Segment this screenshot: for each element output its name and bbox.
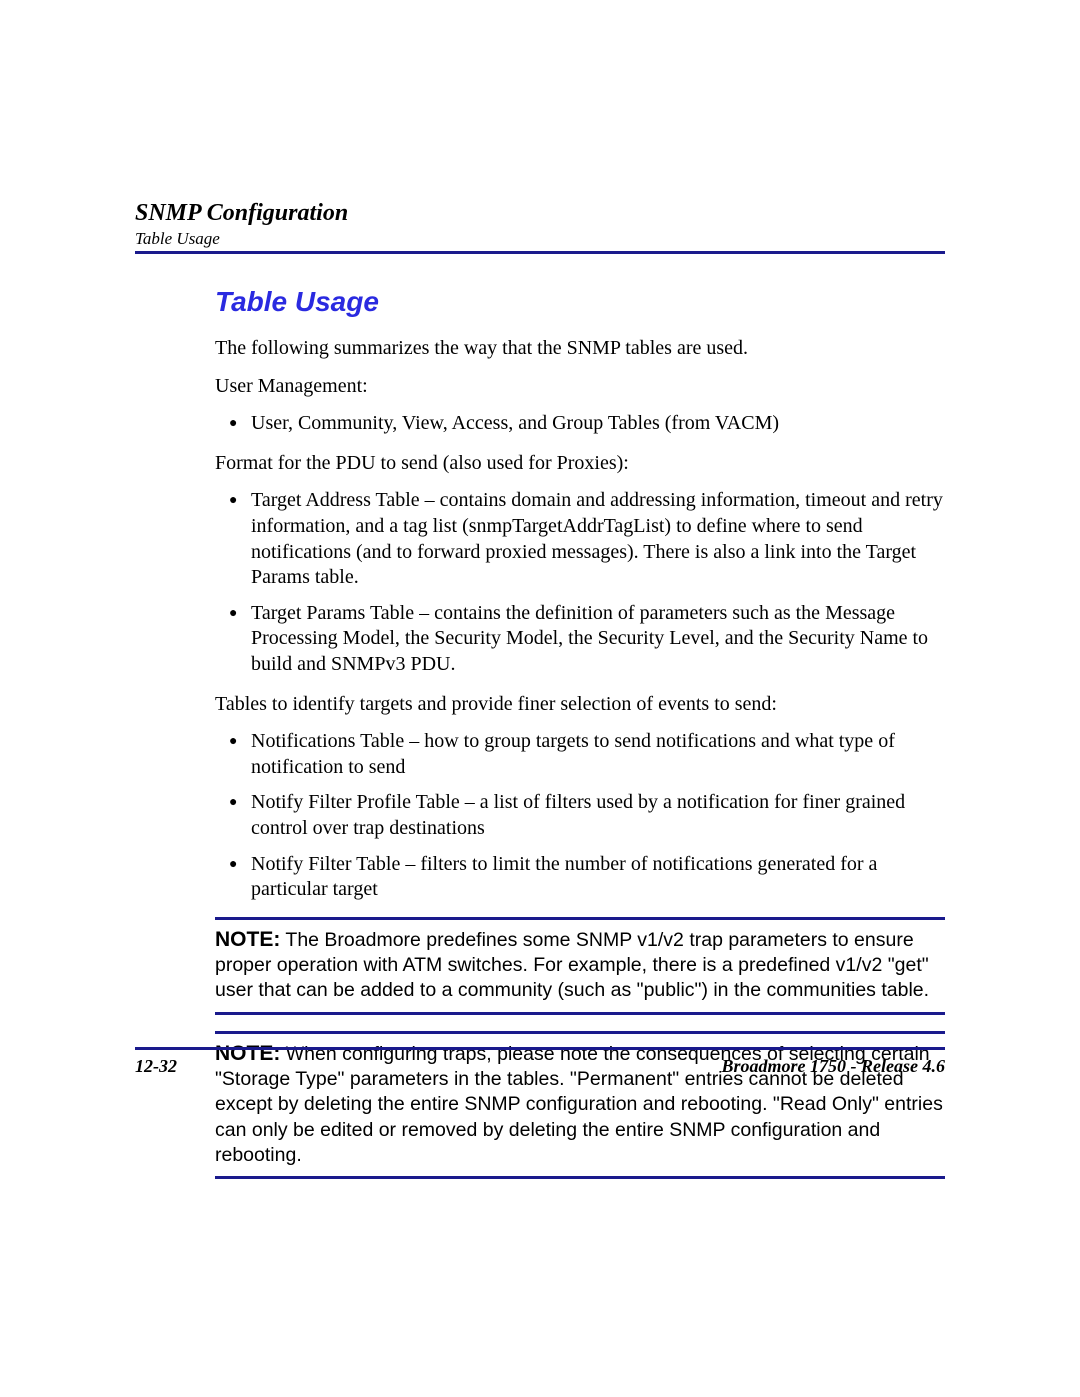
content-area: Table Usage The following summarizes the…	[215, 286, 945, 1179]
header-chapter-title: SNMP Configuration	[135, 200, 945, 227]
list-item: User, Community, View, Access, and Group…	[215, 411, 945, 437]
pdu-format-list: Target Address Table – contains domain a…	[215, 488, 945, 677]
header-subsection-title: Table Usage	[135, 229, 945, 249]
pdu-format-label: Format for the PDU to send (also used fo…	[215, 451, 945, 477]
list-item: Notifications Table – how to group targe…	[215, 729, 945, 780]
list-item: Notify Filter Table – filters to limit t…	[215, 852, 945, 903]
footer-product: Broadmore 1750 - Release 4.6	[722, 1056, 945, 1077]
page-footer: 12-32 Broadmore 1750 - Release 4.6	[135, 1047, 945, 1077]
targets-list: Notifications Table – how to group targe…	[215, 729, 945, 903]
targets-label: Tables to identify targets and provide f…	[215, 692, 945, 718]
intro-text: The following summarizes the way that th…	[215, 336, 945, 362]
footer-rule	[135, 1047, 945, 1050]
note-block-1: NOTE: The Broadmore predefines some SNMP…	[215, 917, 945, 1015]
section-title: Table Usage	[215, 286, 945, 318]
header-rule	[135, 251, 945, 254]
page-header: SNMP Configuration Table Usage	[135, 200, 945, 254]
footer-page-number: 12-32	[135, 1056, 177, 1077]
document-page: SNMP Configuration Table Usage Table Usa…	[0, 0, 1080, 1397]
user-management-label: User Management:	[215, 374, 945, 400]
note-text: The Broadmore predefines some SNMP v1/v2…	[215, 929, 929, 1002]
list-item: Target Address Table – contains domain a…	[215, 488, 945, 590]
note-label: NOTE:	[215, 928, 280, 951]
user-management-list: User, Community, View, Access, and Group…	[215, 411, 945, 437]
list-item: Target Params Table – contains the defin…	[215, 601, 945, 678]
list-item: Notify Filter Profile Table – a list of …	[215, 790, 945, 841]
footer-row: 12-32 Broadmore 1750 - Release 4.6	[135, 1056, 945, 1077]
